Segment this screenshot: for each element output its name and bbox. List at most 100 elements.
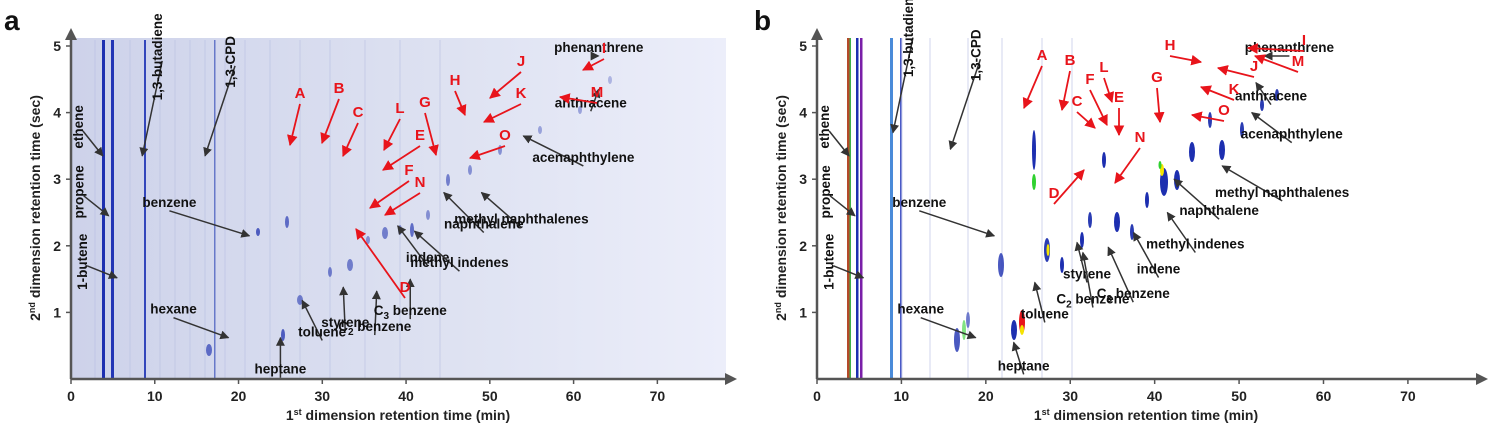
peak-marker-b: B <box>1065 52 1076 69</box>
x-tick-label: 70 <box>1400 388 1416 404</box>
x-tick-label: 40 <box>398 388 414 404</box>
peak-marker-e: E <box>1114 89 1124 106</box>
compound-arrow-benzene <box>919 210 996 238</box>
compound-label-1-butene: 1-butene <box>821 233 836 290</box>
y-tick-label: 1 <box>53 304 61 320</box>
compound-arrow-1-3-cpd <box>948 58 982 151</box>
compound-label-naphthalene: naphthalene <box>444 217 524 232</box>
compound-arrow-methyl-indenes <box>1166 211 1196 253</box>
peak-marker-arrow-b <box>320 98 340 145</box>
annotations-b: ethene propene 1-butene 1,3-butadiene 1,3-CP… <box>817 0 1349 375</box>
x-tick-label: 0 <box>67 388 75 404</box>
x-axis-label-b: 1st dimension retention time (min) <box>1034 407 1258 423</box>
y-axis-label-b: 2nd dimension retention time (sec) <box>773 95 789 321</box>
compound-arrow-1-butene <box>833 265 865 279</box>
peaks-b <box>954 89 1279 352</box>
y-tick-label: 2 <box>799 238 807 254</box>
y-tick-label: 3 <box>799 171 807 187</box>
compound-label-heptane: heptane <box>255 362 307 377</box>
compound-label-1-3-cpd: 1,3-CPD <box>968 29 983 81</box>
y-ticks-a: 1 2 3 4 5 <box>53 38 71 320</box>
compound-arrow-hexane <box>173 317 230 340</box>
peak-marker-g: G <box>419 94 431 111</box>
peak-marker-m: M <box>591 84 604 101</box>
compound-arrow-c2-benzene <box>1079 251 1094 308</box>
compound-label-naphthalene: naphthalene <box>1179 203 1259 218</box>
x-tick-label: 70 <box>650 388 666 404</box>
y-axis-arrow-b <box>811 28 823 40</box>
peak-marker-arrow-j <box>1216 65 1255 78</box>
y-tick-label: 5 <box>799 38 807 54</box>
compound-label-toluene: toluene <box>1021 306 1069 321</box>
compound-label-propene: propene <box>818 165 833 219</box>
peak-marker-a: A <box>1037 47 1048 64</box>
y-tick-label: 3 <box>53 171 61 187</box>
compound-label-anthracene: anthracene <box>1235 89 1308 104</box>
x-tick-label: 50 <box>482 388 498 404</box>
compound-label-hexane: hexane <box>150 302 197 317</box>
peak-marker-arrow-c <box>1076 111 1096 129</box>
compound-arrow-anthracene <box>1255 81 1272 106</box>
markers-a: A BC L G H JK E FN O D M I <box>287 40 606 299</box>
peak-marker-arrow-n <box>384 192 421 216</box>
peak-marker-arrow-g <box>1153 87 1165 124</box>
compound-arrow-methyl-naphthalenes <box>480 191 522 229</box>
compound-label-toluene: toluene <box>298 324 346 339</box>
peak-marker-n: N <box>1135 129 1146 146</box>
peak-marker-arrow-m <box>558 93 598 104</box>
streaks-a <box>94 40 441 379</box>
compound-arrow-anthracene <box>590 88 601 112</box>
compound-label-heptane: heptane <box>998 358 1050 373</box>
x-tick-label: 30 <box>315 388 331 404</box>
compound-arrow-indene <box>397 225 429 267</box>
compound-arrow-styrene <box>339 286 349 332</box>
peak-marker-k: K <box>1229 81 1240 98</box>
peak-marker-arrow-l <box>383 118 401 151</box>
peak-marker-arrow-o <box>1190 111 1225 123</box>
x-tick-label: 60 <box>1316 388 1332 404</box>
peak-marker-g: G <box>1151 69 1163 86</box>
x-tick-label: 0 <box>813 388 821 404</box>
peak-marker-arrow-a <box>287 103 301 147</box>
peak-marker-j: J <box>1250 58 1258 75</box>
compound-label-benzene: benzene <box>142 195 197 210</box>
chart-panel-b: b <box>754 0 1488 423</box>
peak-marker-i: I <box>1302 32 1306 49</box>
peak-marker-i: I <box>602 40 606 57</box>
compound-arrow-propene <box>83 195 110 217</box>
peak-marker-f: F <box>1085 71 1094 88</box>
peak-marker-m: M <box>1292 53 1305 70</box>
y-ticks-b: 1 2 3 4 5 <box>799 38 817 320</box>
compound-label-propene: propene <box>72 165 87 219</box>
compound-label-c3-benzene: C3 benzene <box>374 303 448 322</box>
compound-arrow-1-3-butadiene <box>139 60 163 157</box>
compound-label-ethene: ethene <box>817 105 832 149</box>
peak-marker-arrow-m <box>1253 54 1299 73</box>
y-tick-label: 4 <box>799 105 807 121</box>
compound-arrow-methyl-indenes <box>413 230 460 272</box>
x-tick-label: 30 <box>1062 388 1078 404</box>
compound-label-c2-benzene: C2 benzene <box>338 319 412 338</box>
compound-label-indene: indene <box>1137 261 1181 276</box>
compound-label-ethene: ethene <box>71 105 86 149</box>
x-tick-label: 20 <box>231 388 247 404</box>
peak-marker-j: J <box>517 53 525 70</box>
y-tick-label: 2 <box>53 238 61 254</box>
compound-arrow-methyl-naphthalenes <box>1221 165 1283 202</box>
y-tick-label: 1 <box>799 304 807 320</box>
peak-marker-arrow-f <box>369 180 410 209</box>
y-tick-label: 4 <box>53 105 61 121</box>
peak-marker-h: H <box>450 72 461 89</box>
peak-marker-arrow-l <box>1103 77 1115 104</box>
compound-label-acenaphthylene: acenaphthylene <box>1241 127 1344 142</box>
compound-label-hexane: hexane <box>897 302 944 317</box>
peak-marker-arrow-g <box>424 112 439 157</box>
x-axis-label-a: 1st dimension retention time (min) <box>286 407 510 423</box>
compound-arrow-styrene <box>1074 241 1088 283</box>
peak-marker-d: D <box>400 279 411 296</box>
annotations-a: ethene propene 1-butene 1,3-butadiene 1,3-CP… <box>71 13 644 378</box>
markers-b: A B L G FC E H JKO N D MI <box>1022 32 1306 205</box>
compound-arrow-acenaphthylene <box>522 135 584 167</box>
peak-marker-a: A <box>295 85 306 102</box>
peak-marker-l: L <box>1099 59 1108 76</box>
